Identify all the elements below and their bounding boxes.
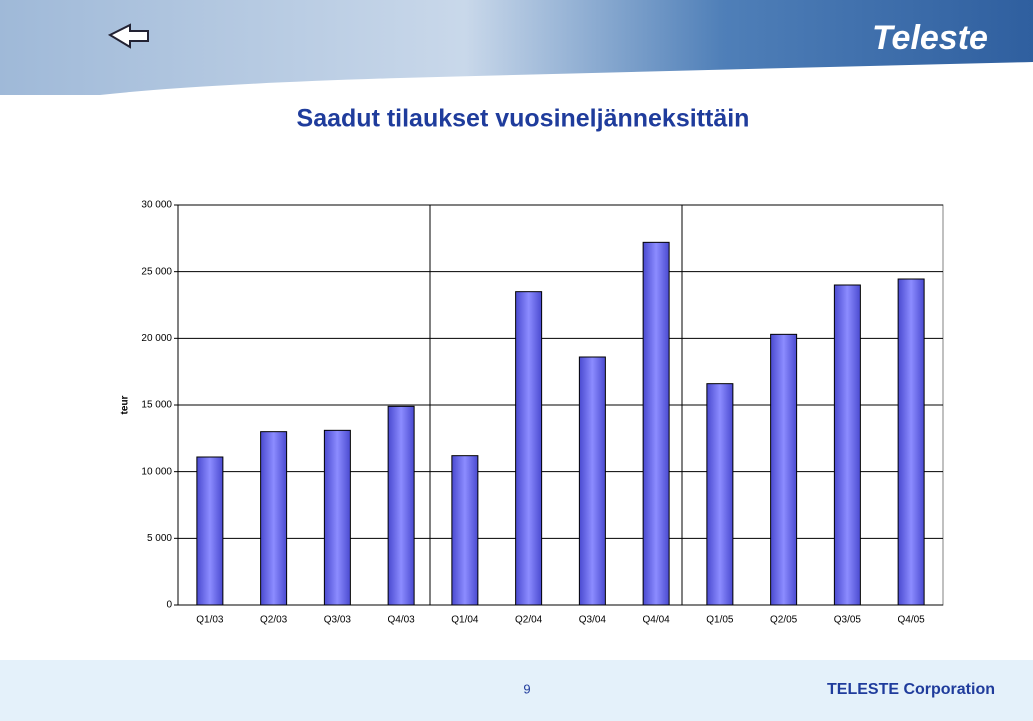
footer-band (0, 660, 1033, 721)
y-tick-label: 5 000 (147, 533, 172, 544)
arrow-icon (107, 23, 149, 49)
x-tick-label: Q3/04 (579, 615, 607, 626)
x-tick-label: Q2/05 (770, 615, 798, 626)
bar (387, 405, 415, 606)
y-tick-label: 10 000 (141, 466, 172, 477)
bar (515, 291, 543, 606)
y-axis-label: teur (120, 395, 131, 414)
x-tick-label: Q1/04 (451, 615, 479, 626)
x-tick-label: Q4/04 (643, 615, 671, 626)
y-tick-label: 25 000 (141, 266, 172, 277)
bar (451, 455, 479, 606)
bar (770, 333, 798, 606)
x-tick-label: Q2/04 (515, 615, 543, 626)
bar (323, 429, 351, 606)
x-tick-label: Q3/05 (834, 615, 862, 626)
y-tick-label: 15 000 (141, 400, 172, 411)
bar (706, 383, 734, 606)
x-tick-label: Q2/03 (260, 615, 288, 626)
y-tick-label: 20 000 (141, 333, 172, 344)
page-number: 9 (523, 681, 530, 696)
x-tick-label: Q4/03 (388, 615, 416, 626)
bar (897, 278, 925, 606)
bar (642, 241, 670, 606)
x-tick-label: Q4/05 (898, 615, 926, 626)
y-tick-label: 30 000 (141, 200, 172, 211)
x-tick-label: Q1/03 (196, 615, 224, 626)
bar (196, 456, 224, 606)
company: TELESTE Corporation (827, 681, 995, 698)
bar (260, 431, 288, 606)
bar (578, 356, 606, 606)
bar (833, 284, 861, 606)
chart-title: Saadut tilaukset vuosineljänneksittäin (297, 105, 750, 133)
logo: Teleste (872, 19, 988, 57)
y-tick-label: 0 (166, 600, 172, 611)
x-tick-label: Q3/03 (324, 615, 352, 626)
x-tick-label: Q1/05 (706, 615, 734, 626)
header-banner (0, 0, 1033, 95)
